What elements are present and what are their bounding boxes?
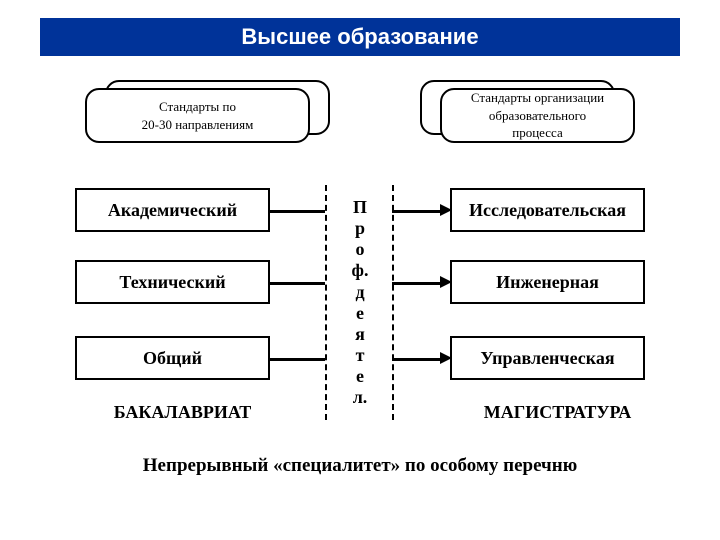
center-char-8: е: [356, 367, 364, 387]
connector-l1: [270, 210, 325, 213]
standards-right-line2: образовательного: [489, 107, 586, 125]
bottom-text: Непрерывный «специалитет» по особому пер…: [0, 455, 720, 477]
arrow-r2: [440, 276, 452, 288]
connector-r2: [392, 282, 442, 285]
standards-right-card: Стандарты организации образовательного п…: [440, 88, 635, 143]
left-box-general: Общий: [75, 336, 270, 380]
left-box-academic-label: Академический: [108, 200, 237, 221]
center-char-4: д: [355, 283, 364, 303]
right-footer-magistratura: МАГИСТРАТУРА: [460, 402, 655, 423]
center-char-1: р: [355, 219, 365, 239]
connector-l3: [270, 358, 325, 361]
center-char-7: т: [356, 346, 365, 366]
right-box-research-label: Исследовательская: [469, 200, 626, 221]
right-box-management-label: Управленческая: [480, 348, 614, 369]
standards-left-card: Стандарты по 20-30 направлениям: [85, 88, 310, 143]
center-dash-left: [325, 185, 327, 420]
left-box-general-label: Общий: [143, 348, 202, 369]
connector-r1: [392, 210, 442, 213]
connector-r3: [392, 358, 442, 361]
standards-right-line1: Стандарты организации: [471, 89, 604, 107]
center-label-prof-deyatel: П р о ф. д е я т е л.: [345, 192, 375, 414]
arrow-r3: [440, 352, 452, 364]
right-box-research: Исследовательская: [450, 188, 645, 232]
center-char-6: я: [355, 325, 365, 345]
center-char-0: П: [353, 198, 367, 218]
standards-right-line3: процесса: [512, 124, 562, 142]
left-box-technical-label: Технический: [119, 272, 225, 293]
center-dash-right: [392, 185, 394, 420]
center-char-2: о: [356, 240, 365, 260]
standards-left-line2: 20-30 направлениям: [142, 116, 254, 134]
left-footer-bakalavriat: БАКАЛАВРИАТ: [95, 402, 270, 423]
title-bar: Высшее образование: [40, 18, 680, 56]
center-char-5: е: [356, 304, 364, 324]
arrow-r1: [440, 204, 452, 216]
right-box-engineering-label: Инженерная: [496, 272, 599, 293]
left-box-academic: Академический: [75, 188, 270, 232]
right-box-engineering: Инженерная: [450, 260, 645, 304]
standards-left-line1: Стандарты по: [159, 98, 236, 116]
center-char-3: ф.: [352, 261, 369, 281]
connector-l2: [270, 282, 325, 285]
left-box-technical: Технический: [75, 260, 270, 304]
center-char-9: л.: [353, 388, 368, 408]
page-title: Высшее образование: [241, 24, 478, 50]
right-box-management: Управленческая: [450, 336, 645, 380]
